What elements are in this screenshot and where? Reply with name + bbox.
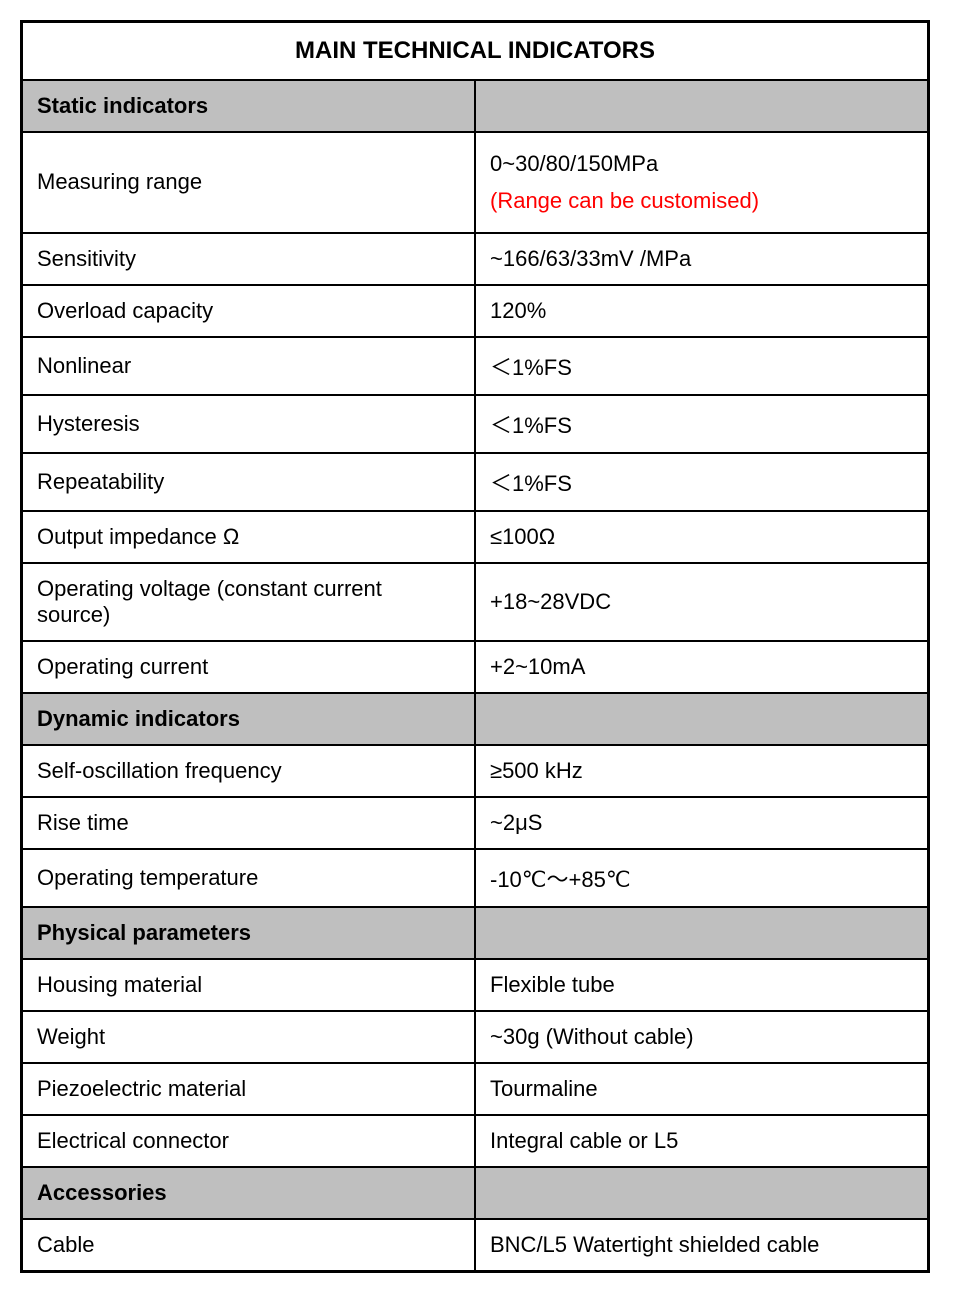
row-label: Self-oscillation frequency [22, 745, 476, 797]
table-row: Weight~30g (Without cable) [22, 1011, 929, 1063]
row-value: ＜1%FS [475, 395, 929, 453]
row-label: Overload capacity [22, 285, 476, 337]
row-label: Rise time [22, 797, 476, 849]
section-header-spacer [475, 80, 929, 132]
row-value: 0~30/80/150MPa (Range can be customised) [475, 132, 929, 233]
row-value: ≤100Ω [475, 511, 929, 563]
section-header-spacer [475, 1167, 929, 1219]
row-label: Operating temperature [22, 849, 476, 907]
section-header-label: Dynamic indicators [22, 693, 476, 745]
row-value: ~166/63/33mV /MPa [475, 233, 929, 285]
row-value: ＜1%FS [475, 337, 929, 395]
row-label: Repeatability [22, 453, 476, 511]
row-value-note: (Range can be customised) [490, 182, 913, 219]
row-value-text: 0~30/80/150MPa [490, 151, 658, 176]
table-row: Piezoelectric materialTourmaline [22, 1063, 929, 1115]
table-title: MAIN TECHNICAL INDICATORS [22, 22, 929, 81]
row-value: Flexible tube [475, 959, 929, 1011]
row-label: Nonlinear [22, 337, 476, 395]
table-row: Output impedance Ω≤100Ω [22, 511, 929, 563]
table-row: Electrical connectorIntegral cable or L5 [22, 1115, 929, 1167]
table-row: Nonlinear＜1%FS [22, 337, 929, 395]
row-value: -10℃～+85℃ [475, 849, 929, 907]
row-value: Integral cable or L5 [475, 1115, 929, 1167]
table-row: Operating voltage (constant current sour… [22, 563, 929, 641]
row-label: Cable [22, 1219, 476, 1272]
row-value: ＜1%FS [475, 453, 929, 511]
table-row: Sensitivity~166/63/33mV /MPa [22, 233, 929, 285]
spec-table-body: Static indicatorsMeasuring range0~30/80/… [22, 80, 929, 1271]
section-header-row: Static indicators [22, 80, 929, 132]
row-label: Hysteresis [22, 395, 476, 453]
section-header-spacer [475, 693, 929, 745]
table-row: Rise time~2μS [22, 797, 929, 849]
row-label: Weight [22, 1011, 476, 1063]
row-label: Operating voltage (constant current sour… [22, 563, 476, 641]
table-row: Overload capacity120% [22, 285, 929, 337]
row-label: Output impedance Ω [22, 511, 476, 563]
section-header-spacer [475, 907, 929, 959]
row-label: Piezoelectric material [22, 1063, 476, 1115]
title-row: MAIN TECHNICAL INDICATORS [22, 22, 929, 81]
section-header-label: Accessories [22, 1167, 476, 1219]
row-label: Electrical connector [22, 1115, 476, 1167]
row-value: ≥500 kHz [475, 745, 929, 797]
table-row: Repeatability＜1%FS [22, 453, 929, 511]
row-value: ~30g (Without cable) [475, 1011, 929, 1063]
row-value: +2~10mA [475, 641, 929, 693]
table-row: Self-oscillation frequency≥500 kHz [22, 745, 929, 797]
table-row: CableBNC/L5 Watertight shielded cable [22, 1219, 929, 1272]
row-value: BNC/L5 Watertight shielded cable [475, 1219, 929, 1272]
row-value: +18~28VDC [475, 563, 929, 641]
table-row: Measuring range 0~30/80/150MPa (Range can … [22, 132, 929, 233]
row-label: Operating current [22, 641, 476, 693]
table-row: Operating current+2~10mA [22, 641, 929, 693]
table-row: Housing materialFlexible tube [22, 959, 929, 1011]
row-value: 120% [475, 285, 929, 337]
section-header-row: Accessories [22, 1167, 929, 1219]
spec-table: MAIN TECHNICAL INDICATORS Static indicat… [20, 20, 930, 1273]
row-label: Sensitivity [22, 233, 476, 285]
section-header-label: Physical parameters [22, 907, 476, 959]
table-row: Hysteresis＜1%FS [22, 395, 929, 453]
row-label: Housing material [22, 959, 476, 1011]
row-value: Tourmaline [475, 1063, 929, 1115]
row-value: ~2μS [475, 797, 929, 849]
table-row: Operating temperature-10℃～+85℃ [22, 849, 929, 907]
section-header-label: Static indicators [22, 80, 476, 132]
row-label: Measuring range [22, 132, 476, 233]
section-header-row: Physical parameters [22, 907, 929, 959]
section-header-row: Dynamic indicators [22, 693, 929, 745]
